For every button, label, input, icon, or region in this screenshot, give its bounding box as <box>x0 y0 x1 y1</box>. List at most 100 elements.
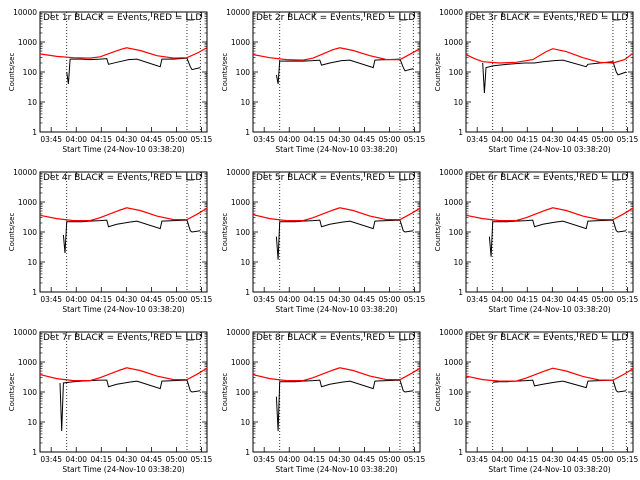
plot-frame <box>39 11 208 133</box>
y-tick-label: 10 <box>240 98 250 107</box>
y-tick-label: 100 <box>23 228 38 237</box>
y-axis-label: Counts/sec <box>434 213 442 252</box>
y-tick-label: 1 <box>458 448 463 457</box>
x-tick-label: 04:15 <box>303 295 325 304</box>
y-tick-label: 1 <box>245 448 250 457</box>
plot-frame <box>39 331 208 453</box>
y-tick-label: 10 <box>453 98 463 107</box>
lld-series-line <box>39 207 208 222</box>
events-series-line <box>59 379 201 432</box>
lld-series-line <box>39 367 208 382</box>
x-tick-label: 05:00 <box>166 135 188 144</box>
events-series-line <box>482 59 627 94</box>
chart-panel-5: Det 5r BLACK = Events, RED = LLD 1 10 100 10… <box>221 168 426 314</box>
x-tick-label: 05:00 <box>379 135 401 144</box>
y-axis-label: Counts/sec <box>434 53 442 92</box>
y-tick-label: 100 <box>449 228 464 237</box>
chart-panel-8: Det 8r BLACK = Events, RED = LLD 1 10 100 10… <box>221 328 426 474</box>
x-tick-label: 04:30 <box>329 455 351 464</box>
y-tick-label: 100 <box>236 228 251 237</box>
y-tick-label: 100 <box>236 388 251 397</box>
y-tick-label: 1 <box>32 448 37 457</box>
x-tick-label: 05:00 <box>379 295 401 304</box>
x-tick-label: 04:15 <box>303 135 325 144</box>
y-tick-label: 100 <box>23 68 38 77</box>
plot-frame <box>252 331 421 453</box>
x-tick-label: 04:15 <box>516 295 538 304</box>
y-tick-label: 10000 <box>439 328 463 337</box>
x-tick-label: 04:00 <box>278 455 300 464</box>
y-tick-label: 1 <box>245 288 250 297</box>
y-tick-label: 10000 <box>439 168 463 177</box>
chart-panel-6: Det 6r BLACK = Events, RED = LLD 1 10 100 10… <box>434 168 639 314</box>
y-tick-label: 1000 <box>18 38 37 47</box>
chart-title: Det 2r BLACK = Events, RED = LLD <box>256 13 415 23</box>
chart-title: Det 7r BLACK = Events, RED = LLD <box>43 333 202 343</box>
x-tick-label: 04:30 <box>329 295 351 304</box>
chart-title: Det 9r BLACK = Events, RED = LLD <box>469 333 628 343</box>
x-tick-label: 04:45 <box>567 295 589 304</box>
events-series-line <box>66 57 201 84</box>
y-tick-label: 10 <box>27 98 37 107</box>
x-tick-label: 04:00 <box>491 135 513 144</box>
x-tick-label: 03:45 <box>253 135 275 144</box>
y-tick-label: 10 <box>240 418 250 427</box>
lld-series-line <box>465 207 634 222</box>
x-tick-label: 03:45 <box>40 135 62 144</box>
y-axis-label: Counts/sec <box>8 213 16 252</box>
y-tick-label: 10000 <box>226 8 250 17</box>
chart-title: Det 3r BLACK = Events, RED = LLD <box>469 13 628 23</box>
y-tick-label: 1000 <box>231 198 250 207</box>
lld-series-line <box>252 367 421 382</box>
x-axis-label: Start Time (24-Nov-10 03:38:20) <box>62 145 184 154</box>
x-tick-label: 05:15 <box>191 295 213 304</box>
x-tick-label: 04:45 <box>141 295 163 304</box>
lld-series-line <box>252 47 421 61</box>
x-tick-label: 04:30 <box>542 295 564 304</box>
y-tick-label: 1 <box>458 288 463 297</box>
x-tick-label: 04:45 <box>354 135 376 144</box>
x-tick-label: 04:45 <box>354 295 376 304</box>
y-tick-label: 10 <box>453 418 463 427</box>
x-tick-label: 04:00 <box>491 295 513 304</box>
chart-title: Det 6r BLACK = Events, RED = LLD <box>469 173 628 183</box>
y-tick-label: 10000 <box>13 168 37 177</box>
lld-series-line <box>465 367 634 382</box>
x-tick-label: 04:45 <box>141 135 163 144</box>
y-axis-label: Counts/sec <box>8 53 16 92</box>
x-tick-label: 04:00 <box>65 135 87 144</box>
chart-panel-7: Det 7r BLACK = Events, RED = LLD 1 10 100 10… <box>8 328 213 474</box>
plot-frame <box>465 171 634 293</box>
x-axis-label: Start Time (24-Nov-10 03:38:20) <box>488 305 610 314</box>
y-tick-label: 100 <box>236 68 251 77</box>
x-tick-label: 05:00 <box>166 295 188 304</box>
x-tick-label: 05:15 <box>404 455 426 464</box>
y-tick-label: 100 <box>23 388 38 397</box>
x-tick-label: 03:45 <box>40 455 62 464</box>
y-tick-label: 1000 <box>444 38 463 47</box>
x-tick-label: 04:00 <box>491 455 513 464</box>
x-tick-label: 04:15 <box>516 455 538 464</box>
x-tick-label: 04:30 <box>116 135 138 144</box>
x-tick-label: 05:00 <box>592 135 614 144</box>
y-tick-label: 10000 <box>226 328 250 337</box>
x-tick-label: 03:45 <box>253 295 275 304</box>
y-axis-label: Counts/sec <box>221 373 229 412</box>
y-tick-label: 1000 <box>231 358 250 367</box>
x-axis-label: Start Time (24-Nov-10 03:38:20) <box>62 305 184 314</box>
y-tick-label: 1000 <box>18 358 37 367</box>
x-tick-label: 05:15 <box>191 135 213 144</box>
y-axis-label: Counts/sec <box>8 373 16 412</box>
x-tick-label: 03:45 <box>40 295 62 304</box>
x-tick-label: 04:00 <box>65 295 87 304</box>
lld-series-line <box>465 48 634 64</box>
chart-title: Det 5r BLACK = Events, RED = LLD <box>256 173 415 183</box>
events-series-line <box>275 219 414 260</box>
chart-panel-9: Det 9r BLACK = Events, RED = LLD 1 10 100 10… <box>434 328 639 474</box>
y-tick-label: 10 <box>240 258 250 267</box>
x-tick-label: 05:15 <box>404 135 426 144</box>
x-tick-label: 04:30 <box>116 295 138 304</box>
chart-title: Det 8r BLACK = Events, RED = LLD <box>256 333 415 343</box>
y-tick-label: 1000 <box>18 198 37 207</box>
y-axis-label: Counts/sec <box>221 53 229 92</box>
